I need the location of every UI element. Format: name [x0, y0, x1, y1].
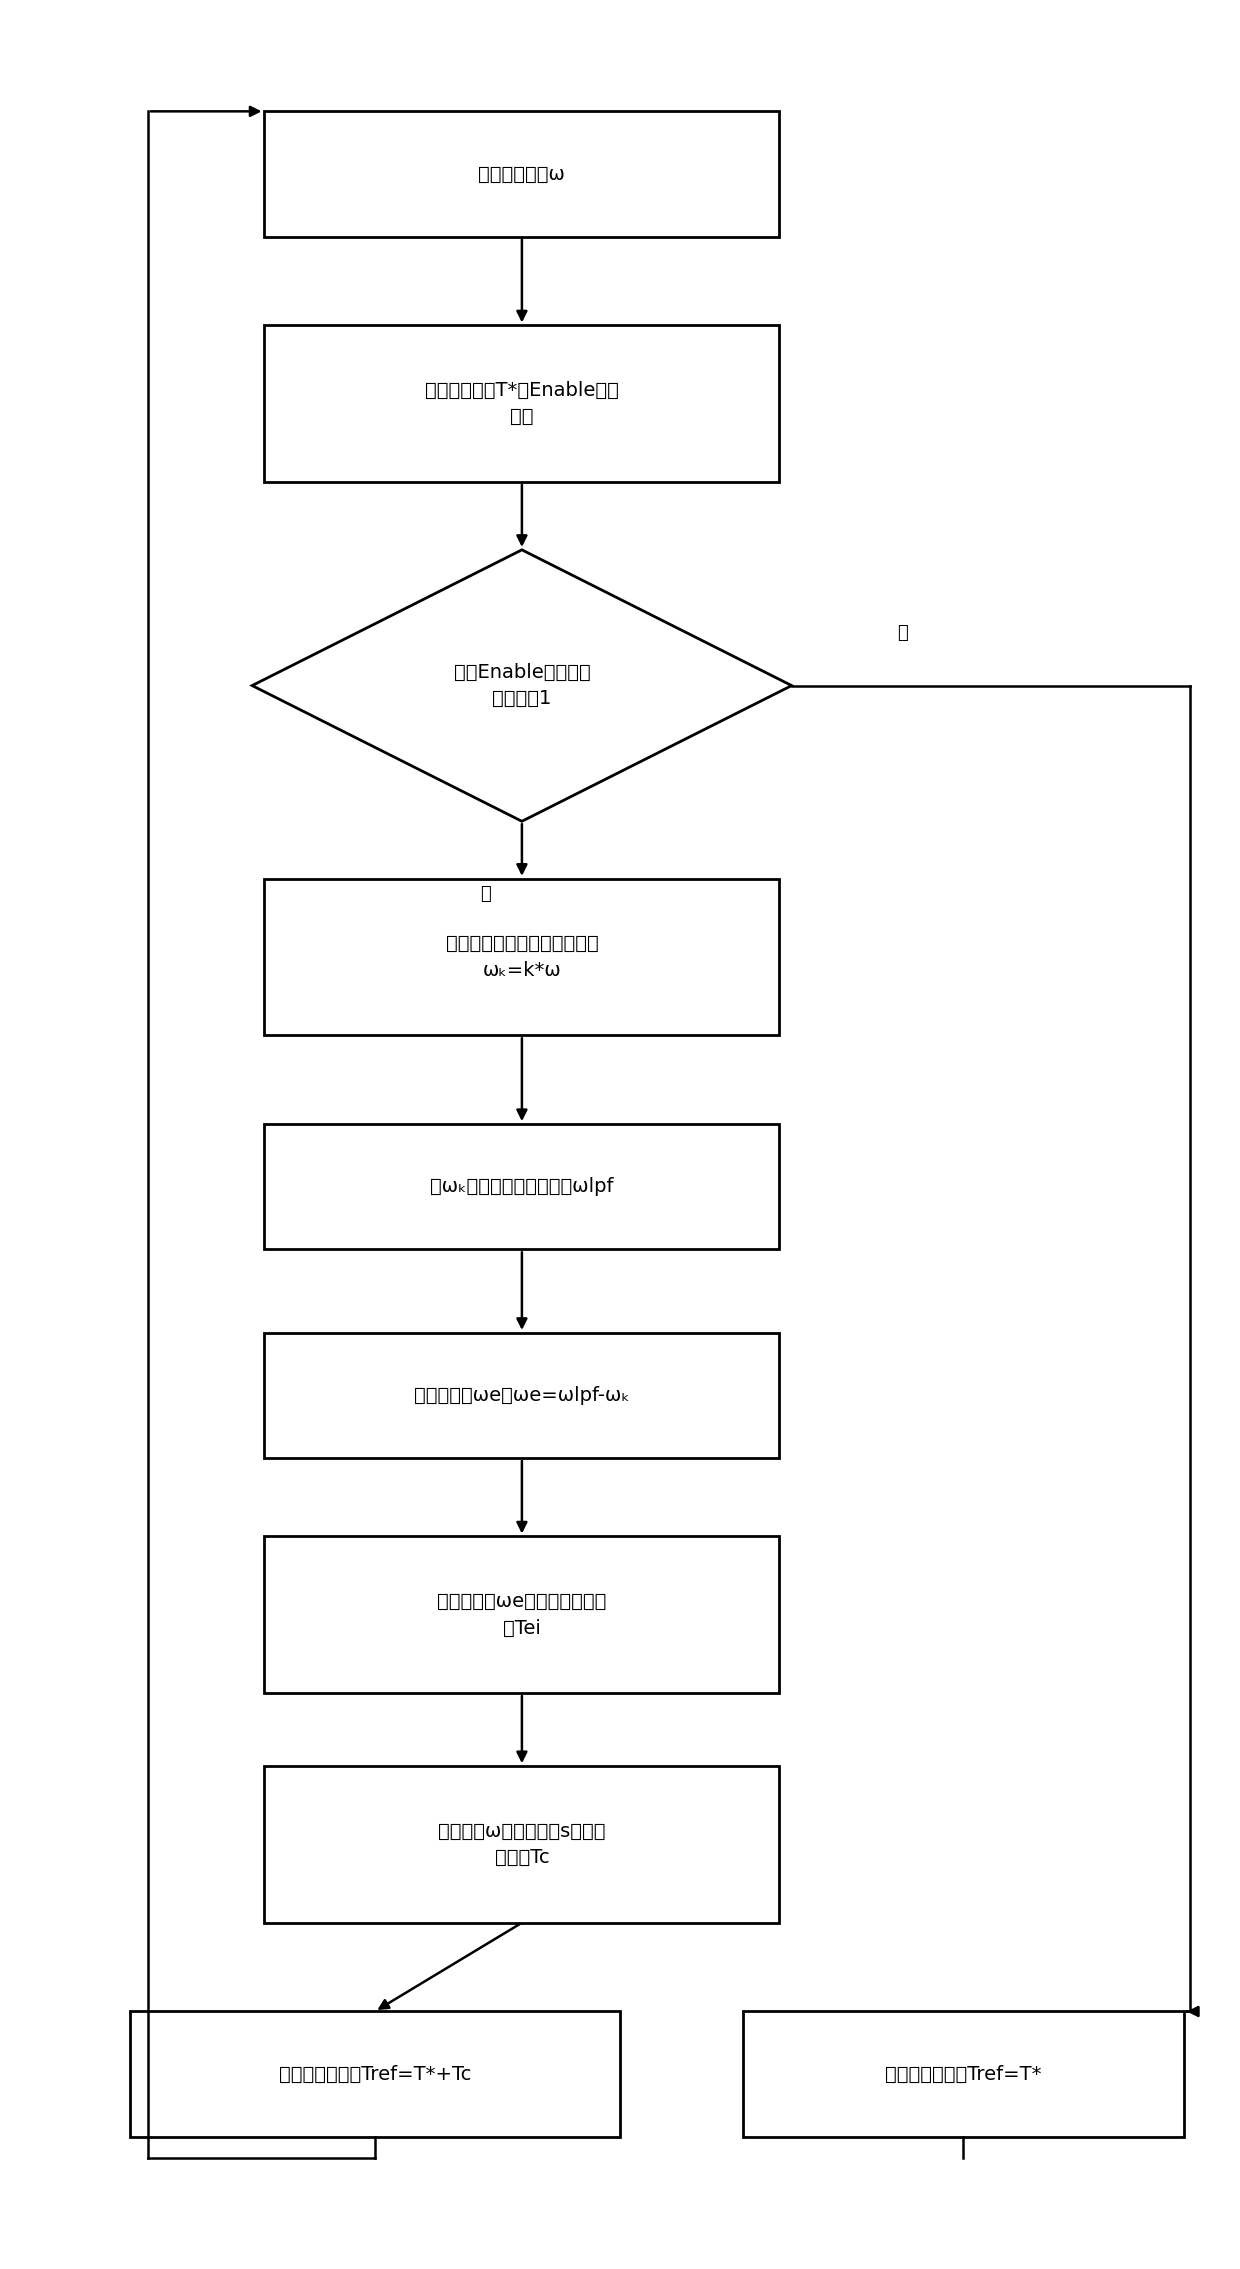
Text: 根据转速ω和定标因数s计算补
偿力矩Tc: 根据转速ω和定标因数s计算补 偿力矩Tc	[438, 1822, 605, 1867]
Polygon shape	[252, 549, 791, 821]
Bar	[264, 111, 780, 236]
Bar	[264, 1536, 780, 1693]
Text: 否: 否	[897, 624, 908, 642]
Text: 计算转矩参考，Tref=T*+Tc: 计算转矩参考，Tref=T*+Tc	[279, 2065, 471, 2083]
Bar	[264, 1123, 780, 1250]
Bar	[264, 878, 780, 1035]
Bar	[264, 1765, 780, 1922]
Text: 是: 是	[480, 885, 491, 903]
Text: 对ωₖ进行低通滤波，生成ωlpf: 对ωₖ进行低通滤波，生成ωlpf	[430, 1178, 614, 1196]
Text: 计算转速差ωe，ωe=ωlpf-ωₖ: 计算转速差ωe，ωe=ωlpf-ωₖ	[414, 1386, 630, 1405]
Text: 对电机转速进行等比例增益，
ωₖ=k*ω: 对电机转速进行等比例增益， ωₖ=k*ω	[445, 935, 598, 980]
Text: 接收转矩指令T*和Enable使能
信号: 接收转矩指令T*和Enable使能 信号	[425, 381, 619, 427]
Text: 根据转速差ωe计算补偿力矩初
值Tei: 根据转速差ωe计算补偿力矩初 值Tei	[438, 1593, 606, 1638]
Bar	[264, 324, 780, 481]
Text: 判断Enable使能信号
是否等于1: 判断Enable使能信号 是否等于1	[454, 663, 590, 708]
Bar	[264, 1332, 780, 1459]
Bar	[129, 2013, 620, 2137]
Text: 计算电机转速ω: 计算电机转速ω	[479, 163, 565, 184]
Bar	[743, 2013, 1184, 2137]
Text: 计算转矩参考，Tref=T*: 计算转矩参考，Tref=T*	[885, 2065, 1042, 2083]
